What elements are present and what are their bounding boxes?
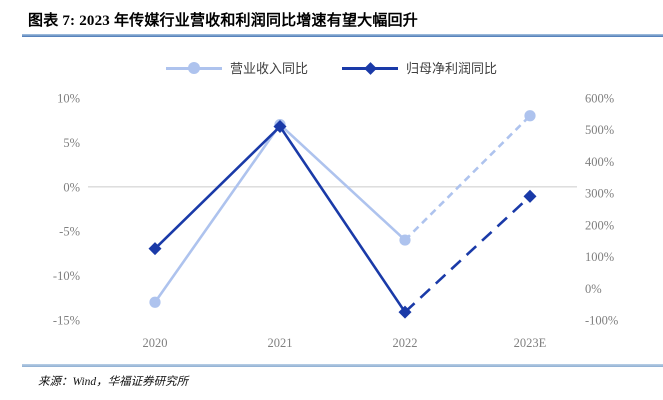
right-axis-tick-label: 600% <box>585 92 614 106</box>
right-axis-tick-label: 100% <box>585 250 614 264</box>
data-point-circle <box>399 234 411 246</box>
diamond-marker-icon <box>364 61 377 75</box>
right-axis-tick-label: -100% <box>585 314 618 328</box>
data-point-diamond <box>523 189 537 203</box>
line-chart: 10% 5% 0% -5% -10% -15% 600% 500% 400% 300% 200% 10… <box>53 92 618 351</box>
right-axis-tick-label: 500% <box>585 123 614 137</box>
data-point-circle <box>149 296 161 308</box>
net-profit-line-forecast <box>404 195 531 314</box>
x-axis-tick-label: 2023E <box>514 336 547 350</box>
x-axis-tick-label: 2021 <box>268 336 293 350</box>
left-axis-tick-label: 10% <box>57 92 80 106</box>
figure-title: 图表 7: 2023 年传媒行业营收和利润同比增速有望大幅回升 <box>28 13 418 29</box>
right-axis-tick-label: 400% <box>585 155 614 169</box>
revenue-line-sample <box>165 61 222 74</box>
chart-legend: 营业收入同比 归母净利润同比 <box>0 58 663 77</box>
x-axis-tick-label: 2022 <box>393 336 418 350</box>
right-axis-tick-label: 200% <box>585 218 614 232</box>
data-point-diamond <box>273 120 287 134</box>
left-axis-tick-label: -10% <box>53 269 80 283</box>
legend-item-net-profit: 归母净利润同比 <box>342 58 497 77</box>
footer-rule <box>22 364 663 367</box>
right-axis-tick-label: 0% <box>585 282 602 296</box>
left-axis-tick-label: -5% <box>59 225 80 239</box>
header-rule <box>22 34 663 37</box>
left-axis-tick-label: 5% <box>63 136 80 150</box>
left-axis-tick-label: 0% <box>63 180 80 194</box>
left-axis-tick-label: -15% <box>53 314 80 328</box>
legend-label-revenue: 营业收入同比 <box>229 61 308 76</box>
data-point-circle <box>524 110 536 122</box>
right-axis-tick-label: 300% <box>585 187 614 201</box>
net-profit-line-sample <box>342 61 398 75</box>
legend-label-net-profit: 归母净利润同比 <box>406 61 498 76</box>
source-note: 来源：Wind，华福证券研究所 <box>38 376 189 388</box>
data-point-diamond <box>148 242 162 256</box>
revenue-line-forecast <box>404 114 531 242</box>
legend-item-revenue: 营业收入同比 <box>165 58 308 77</box>
circle-marker-icon <box>187 61 200 74</box>
x-axis-tick-label: 2020 <box>143 336 168 350</box>
net-profit-line-solid <box>154 124 407 313</box>
